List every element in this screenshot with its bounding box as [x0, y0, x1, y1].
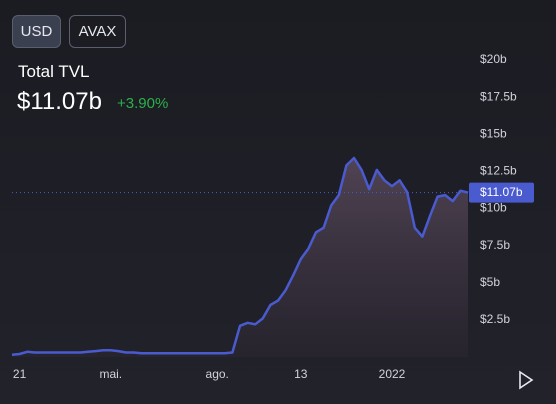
y-tick-label: $2.5b — [480, 312, 510, 326]
title: Total TVL — [18, 62, 90, 81]
currency-button[interactable]: USD — [12, 15, 61, 48]
y-tick-label: $10b — [480, 201, 507, 215]
x-tick-label: 21 — [13, 367, 27, 381]
y-tick-label: $7.5b — [480, 238, 510, 252]
tvl-value: $11.07b — [17, 88, 102, 115]
x-tick-label: mai. — [99, 367, 122, 381]
last-value-box — [469, 182, 534, 203]
last-value-label: $11.07b — [480, 185, 523, 199]
x-tick-label: 13 — [294, 367, 308, 381]
currency-button[interactable]: AVAX — [69, 15, 126, 48]
tvl-change: +3.90% — [117, 95, 169, 112]
y-tick-label: $15b — [480, 126, 507, 140]
area-fill — [12, 158, 468, 357]
y-tick-label: $5b — [480, 275, 500, 289]
play-button[interactable] — [519, 370, 534, 390]
y-tick-label: $12.5b — [480, 164, 517, 178]
y-tick-label: $20b — [480, 52, 507, 66]
line — [11, 156, 469, 357]
x-tick-label: 2022 — [379, 367, 406, 381]
x-tick-label: ago. — [206, 367, 229, 381]
y-tick-label: $17.5b — [480, 89, 517, 103]
